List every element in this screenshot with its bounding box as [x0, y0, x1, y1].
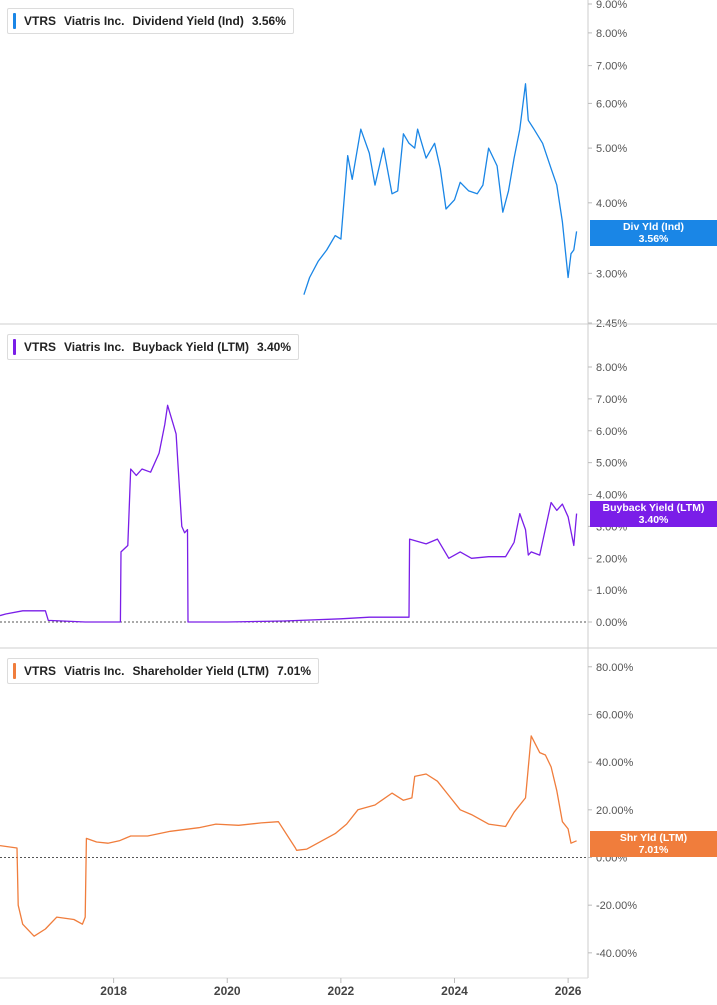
y-tick-label: 80.00% — [596, 662, 634, 674]
x-tick-label: 2024 — [441, 984, 468, 998]
shareholder-yield-flag: Shr Yld (LTM) 7.01% — [590, 831, 717, 857]
flag-value: 3.40% — [638, 514, 669, 526]
y-tick-label: 3.00% — [596, 268, 627, 280]
y-tick-label: 7.00% — [596, 394, 627, 406]
y-tick-label: 8.00% — [596, 28, 627, 40]
buyback-yield-flag: Buyback Yield (LTM) 3.40% — [590, 501, 717, 527]
series-line — [0, 735, 577, 937]
legend-company: Viatris Inc. — [64, 340, 125, 354]
legend-current-value: 3.56% — [251, 14, 286, 28]
x-tick-label: 2020 — [214, 984, 241, 998]
legend-metric: Shareholder Yield (LTM) — [132, 664, 269, 678]
x-tick-label: 2022 — [328, 984, 355, 998]
y-tick-label: -40.00% — [596, 948, 637, 960]
legend-current-value: 3.40% — [256, 340, 291, 354]
dividend-yield-flag: Div Yld (Ind) 3.56% — [590, 220, 717, 246]
panel-0: 9.00%8.00%7.00%6.00%5.00%4.00%3.00%2.45% — [0, 0, 717, 330]
series-line — [0, 404, 578, 623]
y-tick-label: 4.00% — [596, 198, 627, 210]
y-tick-label: 9.00% — [596, 0, 627, 11]
x-tick-label: 2026 — [555, 984, 582, 998]
y-tick-label: 60.00% — [596, 709, 634, 721]
y-tick-label: 1.00% — [596, 585, 627, 597]
y-tick-label: 40.00% — [596, 757, 634, 769]
legend-ticker: VTRS — [24, 14, 57, 28]
dividend-series-swatch — [13, 13, 16, 29]
y-tick-label: 5.00% — [596, 458, 627, 470]
y-tick-label: -20.00% — [596, 900, 637, 912]
y-tick-label: 5.00% — [596, 143, 627, 155]
y-tick-label: 20.00% — [596, 805, 634, 817]
flag-label: Shr Yld (LTM) — [619, 832, 688, 844]
y-tick-label: 6.00% — [596, 98, 627, 110]
flag-label: Buyback Yield (LTM) — [602, 502, 705, 514]
dividend-yield-legend: VTRS Viatris Inc. Dividend Yield (Ind) 3… — [7, 8, 294, 34]
y-tick-label: 2.00% — [596, 553, 627, 565]
y-tick-label: 8.00% — [596, 362, 627, 374]
flag-label: Div Yld (Ind) — [622, 221, 685, 233]
y-tick-label: 0.00% — [596, 617, 627, 629]
legend-ticker: VTRS — [24, 664, 57, 678]
shareholder-yield-legend: VTRS Viatris Inc. Shareholder Yield (LTM… — [7, 658, 319, 684]
legend-company: Viatris Inc. — [64, 664, 125, 678]
y-tick-label: 7.00% — [596, 61, 627, 73]
buyback-series-swatch — [13, 339, 16, 355]
flag-value: 7.01% — [638, 844, 669, 856]
buyback-yield-legend: VTRS Viatris Inc. Buyback Yield (LTM) 3.… — [7, 334, 299, 360]
legend-metric: Dividend Yield (Ind) — [132, 14, 244, 28]
panel-2: 80.00%60.00%40.00%20.00%0.00%-20.00%-40.… — [0, 662, 637, 960]
shareholder-series-swatch — [13, 663, 16, 679]
series-line — [303, 83, 578, 295]
legend-ticker: VTRS — [24, 340, 57, 354]
y-tick-label: 6.00% — [596, 426, 627, 438]
x-tick-label: 2018 — [100, 984, 127, 998]
legend-current-value: 7.01% — [276, 664, 311, 678]
y-tick-label: 4.00% — [596, 490, 627, 502]
flag-value: 3.56% — [638, 233, 669, 245]
legend-metric: Buyback Yield (LTM) — [132, 340, 249, 354]
legend-company: Viatris Inc. — [64, 14, 125, 28]
